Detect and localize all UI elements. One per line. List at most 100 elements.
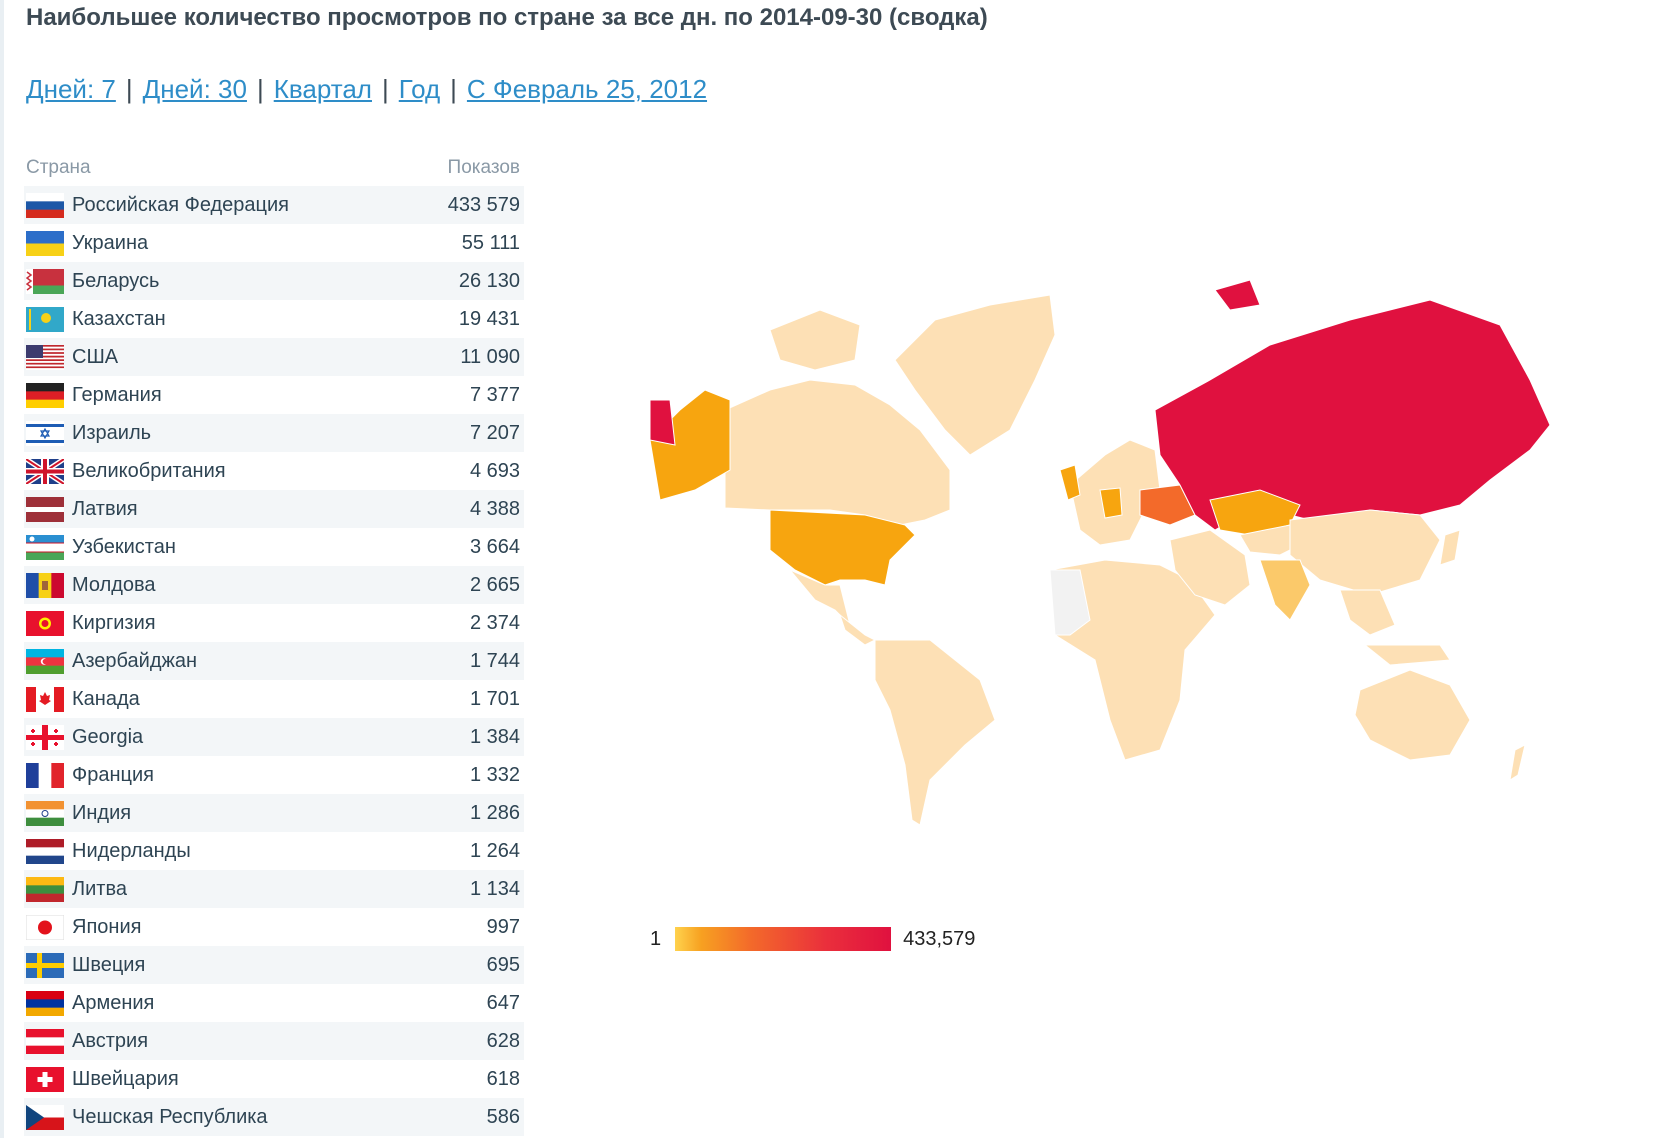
- table-row[interactable]: Киргизия 2 374: [24, 604, 524, 642]
- country-name: Латвия: [72, 497, 138, 520]
- country-name: Швейцария: [72, 1067, 179, 1090]
- views-cell: 7 377: [469, 383, 520, 406]
- views-cell: 2 665: [412, 566, 524, 604]
- legend-min-label: 1: [650, 927, 662, 950]
- table-row[interactable]: Азербайджан 1 744: [24, 642, 524, 680]
- country-name: Азербайджан: [72, 649, 198, 672]
- table-row[interactable]: Узбекистан 3 664: [24, 528, 524, 566]
- views-cell: 997: [486, 915, 520, 938]
- country-cell: Молдова: [24, 566, 413, 604]
- views-cell: 11 090: [412, 338, 524, 376]
- table-row[interactable]: Канада 1 701: [24, 680, 524, 718]
- map-region-uk[interactable]: [1059, 464, 1081, 501]
- views-cell: 7 207: [412, 414, 524, 452]
- period-link-7-days[interactable]: Дней: 7: [26, 74, 116, 104]
- map-region-africa[interactable]: [1049, 559, 1216, 761]
- period-separator: |: [450, 74, 457, 104]
- map-region-china[interactable]: [1289, 509, 1441, 596]
- lithuania-flag-icon: [26, 876, 64, 902]
- country-name: Киргизия: [72, 611, 156, 634]
- country-cell: Канада: [24, 680, 412, 718]
- table-header-row: Страна Показов: [24, 150, 524, 186]
- table-row[interactable]: Армения 647: [24, 984, 524, 1022]
- table-row[interactable]: Израиль 7 207: [24, 414, 524, 452]
- period-link-30-days[interactable]: Дней: 30: [142, 74, 247, 104]
- table-row[interactable]: Германия 7 377: [24, 376, 524, 414]
- table-row[interactable]: Чешская Республика 586: [24, 1098, 524, 1136]
- map-region-arctic-islands[interactable]: [1214, 279, 1261, 311]
- country-name: Литва: [72, 877, 127, 900]
- map-region-usa[interactable]: [769, 509, 916, 586]
- country-cell: Узбекистан: [24, 528, 412, 566]
- czech-flag-icon: [26, 1104, 64, 1130]
- country-name: Украина: [72, 231, 149, 254]
- israel-flag-icon: [26, 420, 64, 446]
- armenia-flag-icon: [26, 990, 64, 1016]
- map-region-middle-east[interactable]: [1169, 529, 1251, 606]
- table-row[interactable]: Литва 1 134: [24, 870, 524, 908]
- table-row[interactable]: Великобритания 4 693: [24, 452, 524, 490]
- table-row[interactable]: Нидерланды 1 264: [24, 832, 524, 870]
- map-region-ukraine-belarus[interactable]: [1139, 484, 1196, 526]
- map-region-russia[interactable]: [1154, 299, 1551, 531]
- table-row[interactable]: Япония 997: [24, 908, 524, 946]
- country-views-table: Страна Показов Российская Федерация 433 5…: [24, 150, 524, 1136]
- country-cell: Латвия: [24, 490, 413, 528]
- views-cell: 3 664: [469, 535, 520, 558]
- map-region-central-america[interactable]: [838, 613, 877, 646]
- table-row[interactable]: Латвия 4 388: [24, 490, 524, 528]
- table-row[interactable]: США 11 090: [24, 338, 524, 376]
- period-link-year[interactable]: Год: [398, 74, 441, 104]
- map-region-japan[interactable]: [1439, 529, 1461, 566]
- views-cell: 1 332: [469, 763, 520, 786]
- map-region-new-zealand[interactable]: [1509, 744, 1526, 782]
- table-row[interactable]: Швейцария 618: [24, 1060, 524, 1098]
- country-name: США: [72, 345, 119, 368]
- country-name: Чешская Республика: [72, 1105, 268, 1128]
- map-region-canada[interactable]: [724, 379, 951, 526]
- table-row[interactable]: Беларусь 26 130: [24, 262, 524, 300]
- table-row[interactable]: Швеция 695: [24, 946, 524, 984]
- table-row[interactable]: Молдова 2 665: [24, 566, 524, 604]
- views-cell: 618: [486, 1067, 520, 1090]
- country-name: Австрия: [72, 1029, 149, 1052]
- period-link-quarter[interactable]: Квартал: [273, 74, 372, 104]
- table-row[interactable]: Индия 1 286: [24, 794, 524, 832]
- views-cell: 55 111: [461, 231, 520, 254]
- map-region-india[interactable]: [1259, 559, 1311, 621]
- views-cell: 1 701: [469, 687, 520, 710]
- table-row[interactable]: Франция 1 332: [24, 756, 524, 794]
- map-region-africa-blank[interactable]: [1049, 569, 1091, 636]
- table-row[interactable]: Австрия 628: [24, 1022, 524, 1060]
- page-title: Наибольшее количество просмотров по стра…: [26, 4, 988, 31]
- period-separator: |: [381, 74, 389, 104]
- ukraine-flag-icon: [26, 230, 64, 256]
- country-cell: Израиль: [24, 414, 413, 452]
- table-row[interactable]: Украина 55 111: [24, 224, 524, 262]
- map-region-germany[interactable]: [1099, 487, 1123, 519]
- legend-color-scale: [675, 927, 892, 951]
- map-region-australia[interactable]: [1354, 669, 1471, 761]
- country-name: Швеция: [72, 953, 146, 976]
- page-left-border: [0, 0, 4, 1138]
- country-cell: Нидерланды: [24, 832, 412, 870]
- views-cell: 1 264: [469, 839, 520, 862]
- map-region-canada-arctic[interactable]: [769, 309, 861, 371]
- map-region-russia-east-tip[interactable]: [650, 399, 676, 446]
- table-row[interactable]: Казахстан 19 431: [24, 300, 524, 338]
- map-region-indonesia[interactable]: [1363, 644, 1451, 666]
- map-countries: [650, 279, 1551, 826]
- map-region-greenland[interactable]: [894, 294, 1056, 456]
- map-region-alaska[interactable]: [650, 389, 731, 501]
- map-region-southeast-asia[interactable]: [1339, 589, 1396, 636]
- map-region-south-america[interactable]: [874, 639, 996, 826]
- country-name: Великобритания: [72, 459, 226, 482]
- table-row[interactable]: Российская Федерация 433 579: [24, 186, 524, 224]
- country-cell: Киргизия: [24, 604, 412, 642]
- country-name: Беларусь: [72, 269, 160, 292]
- views-cell: 433 579: [412, 186, 524, 224]
- country-name: Молдова: [72, 573, 156, 596]
- period-link-since-start[interactable]: С Февраль 25, 2012: [466, 74, 708, 104]
- table-row[interactable]: Georgia 1 384: [24, 718, 524, 756]
- country-cell: Беларусь: [24, 262, 413, 300]
